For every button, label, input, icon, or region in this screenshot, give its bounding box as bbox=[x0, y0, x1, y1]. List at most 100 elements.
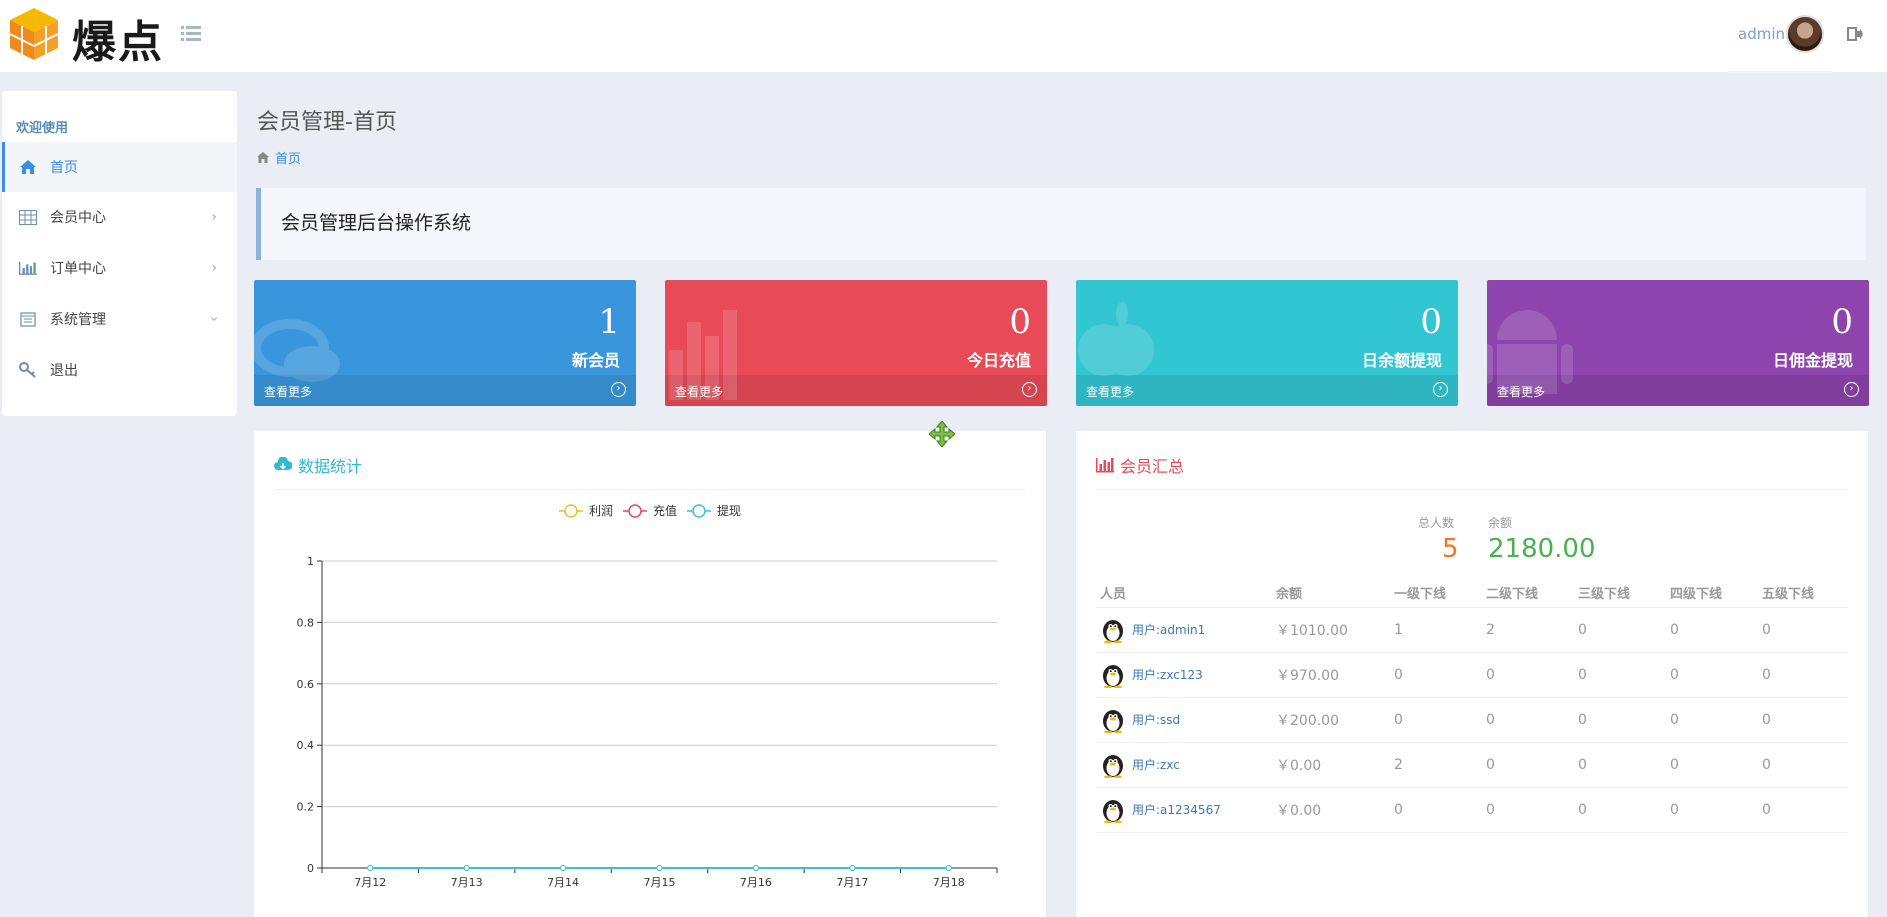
breadcrumb-home-link[interactable]: 首页 bbox=[275, 152, 302, 167]
stat-footer[interactable]: 查看更多 › bbox=[1076, 375, 1458, 406]
breadcrumb: 首页 bbox=[257, 148, 301, 167]
stat-value: 1 bbox=[598, 302, 620, 342]
list-icon bbox=[181, 26, 201, 41]
level1-cell: 0 bbox=[1390, 787, 1482, 833]
level3-cell: 0 bbox=[1574, 742, 1666, 788]
stat-label: 日佣金提现 bbox=[1772, 351, 1853, 370]
cloud-download-icon bbox=[274, 457, 292, 470]
level5-cell: 0 bbox=[1758, 697, 1848, 743]
stat-footer[interactable]: 查看更多 › bbox=[254, 375, 636, 406]
menu-toggle-button[interactable] bbox=[181, 24, 203, 42]
bar-chart-icon bbox=[669, 310, 737, 400]
y-tick-label: 0.2 bbox=[297, 801, 315, 814]
table-header-row: 人员 余额 一级下线 二级下线 三级下线 四级下线 五级下线 bbox=[1096, 579, 1848, 608]
panel-divider bbox=[274, 489, 1026, 490]
stat-footer[interactable]: 查看更多 › bbox=[1487, 375, 1869, 406]
logout-icon[interactable] bbox=[1847, 27, 1863, 41]
penguin-avatar-icon bbox=[1103, 709, 1123, 733]
table-row: 用户:a1234567 ￥0.00 0 0 0 0 0 bbox=[1096, 787, 1848, 833]
level4-cell: 0 bbox=[1666, 652, 1758, 698]
level5-cell: 0 bbox=[1758, 607, 1848, 653]
view-more-link[interactable]: 查看更多 bbox=[1086, 385, 1135, 399]
user-cell: 用户:zxc bbox=[1096, 742, 1272, 788]
level3-cell: 0 bbox=[1574, 652, 1666, 698]
table-row: 用户:zxc ￥0.00 2 0 0 0 0 bbox=[1096, 742, 1848, 788]
table-row: 用户:ssd ￥200.00 0 0 0 0 0 bbox=[1096, 697, 1848, 743]
table-row: 用户:admin1 ￥1010.00 1 2 0 0 0 bbox=[1096, 607, 1848, 653]
arrow-circle-right-icon: › bbox=[611, 382, 626, 397]
level1-cell: 0 bbox=[1390, 652, 1482, 698]
view-more-link[interactable]: 查看更多 bbox=[675, 385, 724, 399]
level3-cell: 0 bbox=[1574, 787, 1666, 833]
sidebar-item-logout[interactable]: 退出 bbox=[2, 345, 237, 395]
user-link[interactable]: 用户:a1234567 bbox=[1132, 803, 1221, 817]
level4-cell: 0 bbox=[1666, 607, 1758, 653]
level2-cell: 2 bbox=[1482, 607, 1574, 653]
arrow-circle-right-icon: › bbox=[1433, 382, 1448, 397]
level5-cell: 0 bbox=[1758, 742, 1848, 788]
data-point bbox=[463, 865, 470, 871]
balance-cell: ￥200.00 bbox=[1272, 697, 1390, 743]
avatar[interactable] bbox=[1786, 15, 1824, 53]
x-tick-label: 7月12 bbox=[354, 876, 386, 889]
y-tick-label: 0.8 bbox=[297, 616, 315, 629]
callout-text: 会员管理后台操作系统 bbox=[281, 212, 472, 234]
column-header: 四级下线 bbox=[1666, 579, 1758, 608]
penguin-avatar-icon bbox=[1103, 799, 1123, 823]
penguin-avatar-icon bbox=[1103, 754, 1123, 778]
stat-value: 0 bbox=[1009, 302, 1031, 342]
move-cursor-icon bbox=[929, 421, 955, 447]
level3-cell: 0 bbox=[1574, 697, 1666, 743]
level3-cell: 0 bbox=[1574, 607, 1666, 653]
chevron-right-icon: › bbox=[211, 260, 217, 276]
view-more-link[interactable]: 查看更多 bbox=[1497, 385, 1546, 399]
sidebar-item-home[interactable]: 首页 bbox=[2, 142, 237, 192]
user-link[interactable]: 用户:zxc123 bbox=[1132, 668, 1203, 682]
balance-value: 2180.00 bbox=[1488, 534, 1596, 564]
bar-chart-icon bbox=[18, 259, 38, 277]
user-link[interactable]: 用户:ssd bbox=[1132, 713, 1181, 727]
admin-username[interactable]: admin bbox=[1738, 25, 1785, 43]
arrow-circle-right-icon: › bbox=[1844, 382, 1859, 397]
user-cell: 用户:admin1 bbox=[1096, 607, 1272, 653]
level5-cell: 0 bbox=[1758, 787, 1848, 833]
android-icon bbox=[1487, 310, 1573, 394]
x-tick-label: 7月17 bbox=[836, 876, 868, 889]
level4-cell: 0 bbox=[1666, 697, 1758, 743]
sidebar-item-members[interactable]: 会员中心 › bbox=[2, 192, 237, 242]
stat-footer[interactable]: 查看更多 › bbox=[665, 375, 1047, 406]
balance-label: 余额 bbox=[1488, 516, 1513, 530]
x-tick-label: 7月18 bbox=[933, 876, 965, 889]
sidebar-title: 欢迎使用 bbox=[16, 121, 69, 136]
view-more-link[interactable]: 查看更多 bbox=[264, 385, 313, 399]
stat-value: 0 bbox=[1831, 302, 1853, 342]
sidebar-item-label: 订单中心 bbox=[50, 261, 106, 277]
stat-label: 今日充值 bbox=[966, 351, 1031, 370]
legend-marker bbox=[628, 504, 642, 518]
members-table: 人员 余额 一级下线 二级下线 三级下线 四级下线 五级下线 用户:admin1… bbox=[1096, 579, 1848, 833]
stat-card-balance-withdraw: 0 日余额提现 查看更多 › bbox=[1076, 280, 1458, 406]
user-cell: 用户:ssd bbox=[1096, 697, 1272, 743]
x-tick-label: 7月15 bbox=[644, 876, 676, 889]
column-header: 二级下线 bbox=[1482, 579, 1574, 608]
column-header: 人员 bbox=[1096, 579, 1272, 608]
sidebar-item-system[interactable]: 系统管理 › bbox=[2, 294, 237, 344]
column-header: 一级下线 bbox=[1390, 579, 1482, 608]
user-link[interactable]: 用户:admin1 bbox=[1132, 623, 1206, 637]
calendar-icon bbox=[18, 310, 38, 328]
sidebar-item-label: 退出 bbox=[50, 363, 78, 379]
penguin-avatar-icon bbox=[1103, 619, 1123, 643]
data-point bbox=[849, 865, 856, 871]
user-link[interactable]: 用户:zxc bbox=[1132, 758, 1180, 772]
data-point bbox=[560, 865, 567, 871]
level2-cell: 0 bbox=[1482, 697, 1574, 743]
y-tick-label: 0 bbox=[307, 862, 314, 875]
table-icon bbox=[18, 208, 38, 226]
sidebar-item-orders[interactable]: 订单中心 › bbox=[2, 243, 237, 293]
logo-cube-icon bbox=[9, 8, 59, 60]
y-tick-label: 1 bbox=[307, 555, 314, 568]
level4-cell: 0 bbox=[1666, 742, 1758, 788]
panel-divider bbox=[1096, 489, 1848, 490]
sidebar-item-label: 首页 bbox=[50, 160, 78, 176]
panel-header: 会员汇总 bbox=[1096, 453, 1184, 477]
